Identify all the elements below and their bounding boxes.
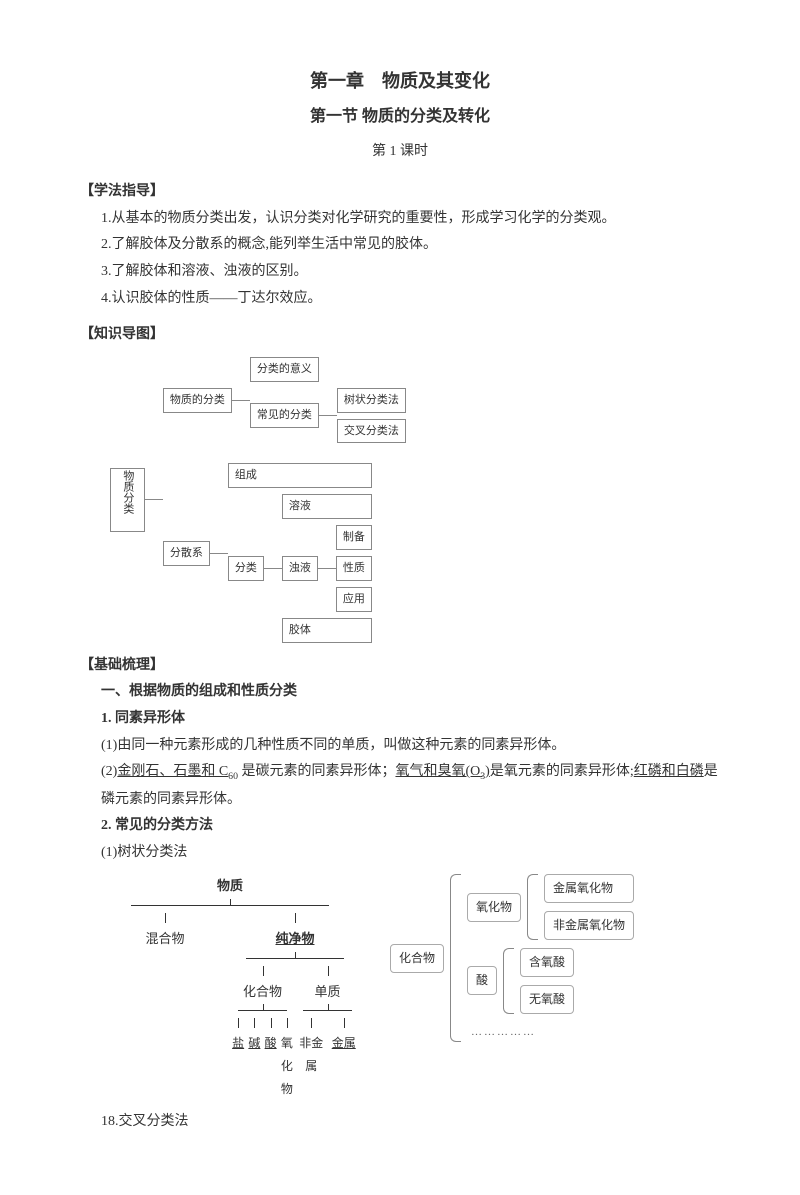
km-node: 浊液	[282, 556, 318, 581]
text: (2)	[101, 764, 117, 779]
brk-leaf: 金属氧化物	[544, 874, 634, 903]
km-node: 常见的分类	[250, 403, 319, 428]
body-text: (2)金刚石、石墨和 C60 是碳元素的同素异形体；氧气和臭氧(O3)是氧元素的…	[101, 759, 720, 813]
brk-node: 酸	[467, 966, 497, 995]
tree-node: 单质	[314, 984, 340, 999]
text: 是氧元素的同素异形体;	[490, 764, 634, 779]
sub-heading: 2. 常见的分类方法	[101, 813, 720, 840]
tree-node: 混合物	[145, 931, 184, 946]
tree-classification: 物质 混合物 纯净物 化合物 盐 碱 酸 氧化物 单质	[100, 874, 360, 1100]
km-node: 性质	[336, 556, 372, 581]
brk-leaf: 无氧酸	[520, 985, 574, 1014]
knowledge-map-diagram: 物质分类 物质的分类 分类的意义 常见的分类 树状分类法 交叉分类法	[110, 357, 720, 643]
text: 是碳元素的同素异形体；	[238, 764, 396, 779]
km-node: 分散系	[163, 541, 210, 566]
body-text: (1)树状分类法	[101, 840, 720, 867]
brk-leaf: 含氧酸	[520, 948, 574, 977]
guide-item: 2.了解胶体及分散系的概念,能列举生活中常见的胶体。	[101, 232, 720, 259]
tree-leaf: 盐	[232, 1036, 244, 1050]
tree-leaf: 酸	[265, 1036, 277, 1050]
heading-guide: 【学法指导】	[80, 179, 720, 206]
brk-leaf: 非金属氧化物	[544, 911, 634, 940]
body-text: (1)由同一种元素形成的几种性质不同的单质，叫做这种元素的同素异形体。	[101, 733, 720, 760]
heading-map: 【知识导图】	[80, 322, 720, 349]
brk-node: 氧化物	[467, 893, 521, 922]
sub-heading: 1. 同素异形体	[101, 706, 720, 733]
tree-leaf: 碱	[248, 1036, 260, 1050]
tree-leaf: 金属	[332, 1036, 356, 1050]
km-node: 应用	[336, 587, 372, 612]
brk-root: 化合物	[390, 944, 444, 973]
underlined-text: 氧气和臭氧(O3)	[395, 764, 489, 779]
body-text: 18.交叉分类法	[101, 1109, 720, 1136]
lesson-title: 第 1 课时	[80, 139, 720, 166]
km-node: 分类的意义	[250, 357, 319, 382]
km-node: 树状分类法	[337, 388, 406, 413]
tree-node: 物质	[100, 874, 360, 899]
ellipsis: ……………	[471, 1022, 634, 1043]
chapter-title: 第一章 物质及其变化	[80, 64, 720, 98]
underlined-text: 红磷和白磷	[634, 764, 704, 779]
km-node: 分类	[228, 556, 264, 581]
guide-item: 3.了解胶体和溶液、浊液的区别。	[101, 259, 720, 286]
guide-item: 1.从基本的物质分类出发，认识分类对化学研究的重要性，形成学习化学的分类观。	[101, 206, 720, 233]
sub-heading: 一、根据物质的组成和性质分类	[101, 679, 720, 706]
km-node: 制备	[336, 525, 372, 550]
km-node: 组成	[228, 463, 372, 488]
km-node: 交叉分类法	[337, 419, 406, 444]
km-node: 物质的分类	[163, 388, 232, 413]
km-node: 溶液	[282, 494, 372, 519]
km-node: 胶体	[282, 618, 372, 643]
bracket-classification: 化合物 氧化物 金属氧化物 非金属氧化物 酸 含氧酸 无氧酸 ……………	[390, 874, 634, 1042]
tree-diagrams: 物质 混合物 纯净物 化合物 盐 碱 酸 氧化物 单质	[100, 874, 720, 1100]
section-title: 第一节 物质的分类及转化	[80, 102, 720, 132]
guide-item: 4.认识胶体的性质——丁达尔效应。	[101, 286, 720, 313]
tree-leaf: 非金属	[299, 1036, 323, 1073]
tree-node: 化合物	[243, 984, 282, 999]
heading-base: 【基础梳理】	[80, 653, 720, 680]
underlined-text: 金刚石、石墨和 C60	[117, 764, 238, 779]
km-root: 物质分类	[110, 468, 145, 532]
tree-node: 纯净物	[275, 931, 314, 946]
tree-leaf: 氧化物	[281, 1036, 293, 1096]
